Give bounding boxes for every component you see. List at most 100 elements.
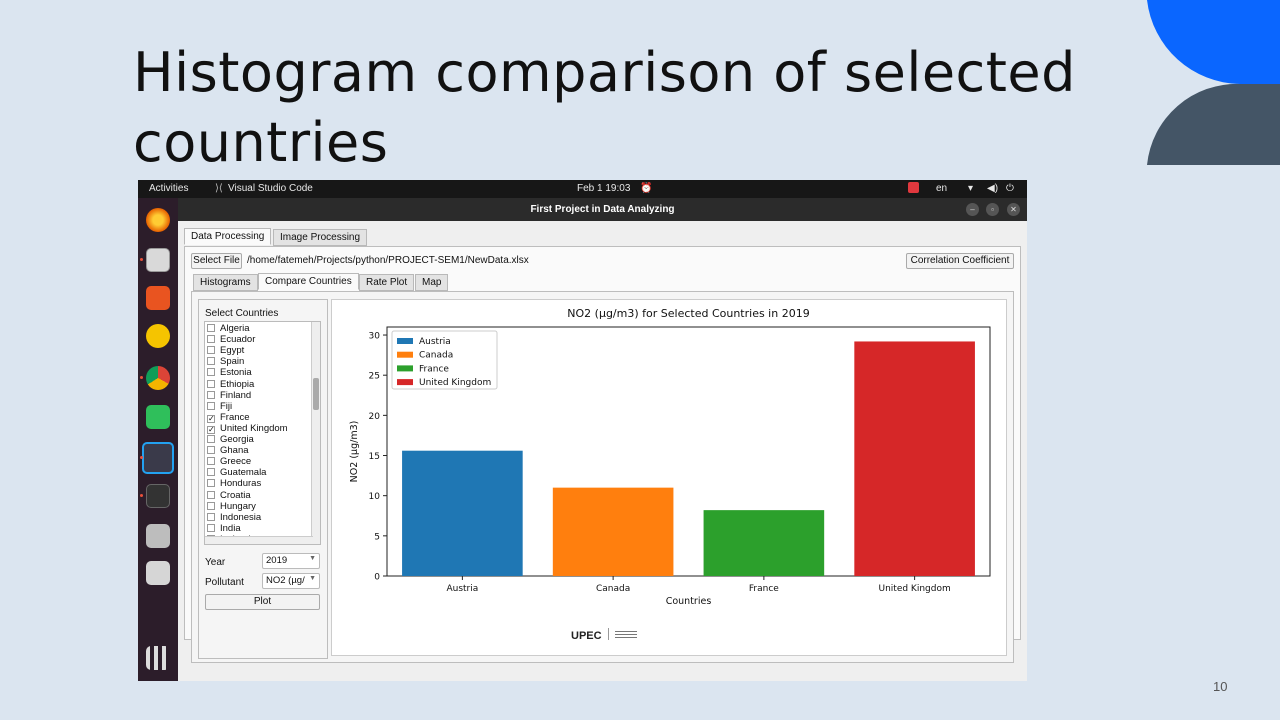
plot-area: NO2 (µg/m3) for Selected Countries in 20… bbox=[331, 299, 1007, 656]
vertical-scrollbar[interactable] bbox=[311, 322, 320, 544]
dock bbox=[138, 198, 178, 681]
scrollbar-thumb[interactable] bbox=[313, 378, 319, 410]
pollutant-select[interactable]: NO2 (µg/ ▼ bbox=[262, 573, 320, 589]
trash-icon[interactable] bbox=[146, 561, 170, 585]
chrome-icon[interactable] bbox=[146, 366, 170, 390]
country-name: Algeria bbox=[220, 323, 250, 334]
language-indicator[interactable]: en bbox=[936, 183, 948, 194]
usb-drive-icon[interactable] bbox=[146, 524, 170, 548]
checkbox[interactable] bbox=[207, 512, 215, 521]
legend-swatch bbox=[397, 338, 413, 344]
dbeaver-icon[interactable] bbox=[146, 405, 170, 429]
checkbox[interactable] bbox=[207, 324, 215, 332]
terminal-icon[interactable] bbox=[146, 484, 170, 508]
power-icon[interactable]: ⏻ bbox=[1006, 183, 1014, 194]
list-item[interactable]: India bbox=[207, 523, 241, 534]
checkbox[interactable] bbox=[207, 446, 215, 455]
upec-logo: UPEC bbox=[571, 628, 637, 642]
select-countries-heading: Select Countries bbox=[205, 308, 279, 319]
tab-compare-countries[interactable]: Compare Countries bbox=[258, 273, 359, 290]
bar bbox=[552, 487, 674, 576]
chevron-down-icon: ▼ bbox=[309, 555, 316, 562]
list-item[interactable]: Hungary bbox=[207, 501, 256, 512]
list-item[interactable]: Guatemala bbox=[207, 467, 266, 478]
vscode-dock-icon[interactable] bbox=[142, 442, 174, 474]
country-list[interactable]: Algeria Ecuador Egypt Spain Estonia Ethiopia F… bbox=[204, 321, 321, 545]
list-item[interactable]: Estonia bbox=[207, 367, 252, 378]
record-icon[interactable] bbox=[908, 182, 919, 193]
legend-box bbox=[391, 330, 498, 390]
checkbox[interactable] bbox=[207, 401, 215, 410]
list-item[interactable]: Egypt bbox=[207, 345, 244, 356]
bar bbox=[402, 450, 523, 576]
tab-data-processing[interactable]: Data Processing bbox=[184, 228, 272, 245]
legend-swatch bbox=[397, 379, 413, 386]
checkbox[interactable] bbox=[207, 368, 215, 377]
tab-map[interactable]: Map bbox=[415, 274, 449, 291]
list-item[interactable]: ✓ United Kingdom bbox=[207, 423, 288, 434]
logo-divider bbox=[607, 628, 609, 640]
checkbox[interactable] bbox=[207, 501, 215, 510]
active-app-name[interactable]: Visual Studio Code bbox=[228, 183, 313, 194]
system-topbar: Activities ⟩⟨ Visual Studio Code Feb 1 1… bbox=[138, 180, 1027, 198]
rhythmbox-icon[interactable] bbox=[146, 324, 170, 348]
list-item[interactable]: Ethiopia bbox=[207, 379, 254, 390]
checkbox[interactable] bbox=[207, 479, 215, 488]
checkbox[interactable] bbox=[207, 490, 215, 499]
maximize-icon[interactable]: ▫ bbox=[986, 203, 999, 216]
checkbox[interactable] bbox=[207, 435, 215, 443]
y-tick-label: 20 bbox=[369, 412, 381, 422]
checkbox[interactable] bbox=[207, 379, 215, 388]
checkbox[interactable] bbox=[207, 390, 215, 399]
app-window: Data Processing Image Processing Select … bbox=[178, 221, 1027, 681]
wifi-icon[interactable]: ▾ bbox=[968, 183, 974, 194]
year-select[interactable]: 2019 ▼ bbox=[262, 553, 320, 569]
list-item[interactable]: Croatia bbox=[207, 490, 251, 501]
year-value: 2019 bbox=[266, 555, 288, 566]
list-item[interactable]: ✓ France bbox=[207, 412, 250, 423]
plot-button[interactable]: Plot bbox=[205, 594, 320, 610]
horizontal-scrollbar[interactable] bbox=[205, 536, 313, 544]
logo-lines bbox=[614, 631, 637, 639]
slide-title: Histogram comparison of selected countri… bbox=[133, 41, 1076, 174]
legend-label: France bbox=[419, 364, 449, 374]
checkbox[interactable] bbox=[207, 346, 215, 355]
list-item[interactable]: Honduras bbox=[207, 478, 261, 489]
close-icon[interactable]: ✕ bbox=[1007, 203, 1020, 216]
bar bbox=[854, 341, 975, 576]
checkbox[interactable] bbox=[207, 457, 215, 466]
firefox-icon[interactable] bbox=[146, 208, 170, 232]
tab-rate-plot[interactable]: Rate Plot bbox=[359, 274, 415, 291]
list-item[interactable]: Spain bbox=[207, 356, 244, 367]
show-apps-icon[interactable] bbox=[146, 646, 170, 670]
clock[interactable]: Feb 1 19:03 bbox=[577, 183, 631, 194]
list-item[interactable]: Ecuador bbox=[207, 334, 255, 345]
deco-dark-shape bbox=[1147, 83, 1280, 165]
list-item[interactable]: Fiji bbox=[207, 401, 232, 412]
checkbox[interactable] bbox=[207, 357, 215, 366]
select-file-button[interactable]: Select File bbox=[191, 253, 242, 269]
list-item[interactable]: Georgia bbox=[207, 434, 254, 445]
checkbox[interactable]: ✓ bbox=[207, 413, 215, 423]
checkbox[interactable] bbox=[207, 335, 215, 344]
list-item[interactable]: Finland bbox=[207, 390, 251, 401]
files-icon[interactable] bbox=[146, 248, 170, 272]
list-item[interactable]: Ghana bbox=[207, 445, 249, 456]
legend-swatch bbox=[397, 365, 413, 372]
running-indicator bbox=[140, 494, 143, 497]
checkbox[interactable]: ✓ bbox=[207, 424, 215, 434]
running-indicator bbox=[140, 376, 143, 379]
country-name: Georgia bbox=[220, 434, 254, 445]
minimize-icon[interactable]: – bbox=[966, 203, 979, 216]
tab-image-processing[interactable]: Image Processing bbox=[273, 229, 368, 246]
correlation-coefficient-button[interactable]: Correlation Coefficient bbox=[906, 253, 1014, 269]
tab-histograms[interactable]: Histograms bbox=[193, 274, 258, 291]
list-item[interactable]: Indonesia bbox=[207, 512, 261, 523]
software-icon[interactable] bbox=[146, 286, 170, 310]
list-item[interactable]: Greece bbox=[207, 456, 251, 467]
checkbox[interactable] bbox=[207, 468, 215, 477]
volume-icon[interactable]: ◀) bbox=[987, 183, 999, 194]
checkbox[interactable] bbox=[207, 523, 215, 532]
activities-button[interactable]: Activities bbox=[149, 183, 189, 194]
list-item[interactable]: Algeria bbox=[207, 323, 250, 334]
